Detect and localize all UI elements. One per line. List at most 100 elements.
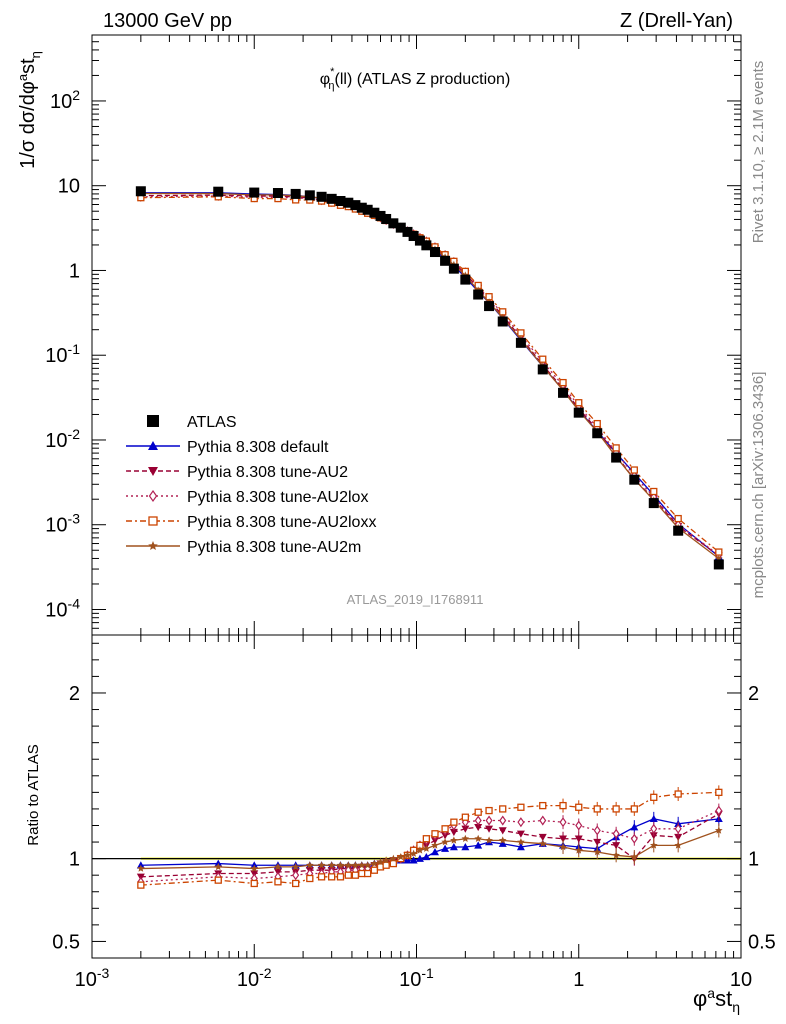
series-point-main [575, 399, 583, 407]
x-tick-label: 10-2 [237, 965, 272, 991]
atlas-data-point [316, 191, 327, 202]
atlas-data-point [473, 289, 484, 300]
series-point-ratio [593, 838, 602, 847]
atlas-data-point [629, 474, 640, 485]
legend-label: Pythia 8.308 tune-AU2lox [187, 489, 368, 506]
series-point-ratio [291, 862, 300, 871]
atlas-data-point [429, 247, 440, 258]
y-tick-label-main: 10-2 [45, 426, 80, 452]
series-point-ratio [630, 853, 639, 861]
legend-marker [147, 415, 159, 427]
atlas-data-point [592, 428, 603, 439]
series-point-ratio [474, 841, 483, 849]
series-point-ratio [370, 866, 379, 874]
series-point-ratio [498, 827, 507, 835]
series-point-ratio [474, 823, 483, 832]
analysis-label: ATLAS_2019_I1768911 [347, 592, 484, 607]
ratio-ylabel: Ratio to ATLAS [25, 744, 42, 845]
atlas-data-point [414, 235, 425, 246]
series-point-ratio [539, 839, 547, 847]
series-point-ratio [593, 848, 601, 856]
series-point-ratio [214, 876, 222, 884]
ratio-panel [92, 785, 742, 889]
series-point-ratio [650, 793, 658, 801]
series-point-ratio [274, 878, 282, 886]
series-point-ratio [409, 856, 418, 864]
series-point-ratio [674, 841, 682, 849]
series-point-ratio [517, 803, 525, 811]
series-point-main [559, 378, 567, 387]
series-point-ratio [441, 844, 450, 852]
series-point-ratio [650, 841, 658, 849]
series-point-ratio [389, 859, 398, 868]
legend-label: Pythia 8.308 tune-AU2 [187, 464, 348, 481]
series-point-ratio [575, 820, 583, 831]
series-line-ratio [140, 809, 720, 883]
series-point-ratio [485, 815, 493, 826]
atlas-data-point [343, 197, 354, 208]
mcplots-label: mcplots.cern.ch [arXiv:1306.3436] [750, 372, 767, 599]
series-point-ratio [441, 825, 449, 833]
ratio-tick-label-right: 0.5 [748, 931, 776, 953]
atlas-data-point [460, 274, 471, 285]
series-point-ratio [574, 835, 583, 843]
atlas-data-point [713, 559, 724, 570]
y-tick-label-main: 1 [69, 260, 80, 282]
series-point-ratio [516, 843, 525, 851]
legend: ATLAS Pythia 8.308 default Pythia 8.308 tu… [126, 414, 376, 556]
series-point-ratio [715, 805, 723, 816]
y-tick-label-main: 10-4 [45, 595, 80, 621]
series-point-ratio [450, 818, 458, 826]
legend-label: ATLAS [187, 414, 237, 431]
series-point-ratio [397, 853, 405, 861]
series-point-ratio [593, 825, 601, 836]
series-point-ratio [336, 861, 345, 869]
ratio-tick-label-right: 1 [748, 849, 759, 871]
atlas-data-point [369, 207, 380, 218]
series-point-ratio [559, 835, 568, 843]
atlas-data-point [335, 196, 346, 207]
atlas-data-point [350, 200, 361, 211]
series-point-main [715, 548, 723, 556]
series-point-ratio [612, 805, 620, 813]
series-point-ratio [485, 806, 493, 815]
atlas-data-point [381, 213, 392, 224]
atlas-data-point [648, 498, 659, 509]
series-point-ratio [351, 871, 360, 879]
series-point-ratio [499, 815, 507, 826]
series-point-ratio [559, 801, 567, 810]
series-point-ratio [461, 813, 469, 821]
series-line-main [140, 195, 720, 556]
atlas-data-point [375, 210, 386, 221]
series-point-ratio [382, 856, 390, 864]
series-point-ratio [317, 861, 326, 869]
atlas-data-point [440, 255, 451, 266]
atlas-data-point [573, 407, 584, 418]
header-right: Z (Drell-Yan) [620, 10, 733, 32]
series-point-ratio [612, 828, 620, 839]
y-tick-label-main: 10-1 [45, 341, 80, 367]
series-point-ratio [431, 841, 439, 849]
series-point-main [517, 329, 525, 337]
atlas-data-point [135, 186, 146, 197]
series-point-ratio [317, 873, 326, 881]
series-point-ratio [461, 834, 470, 842]
series-point-ratio [499, 805, 507, 813]
series-point-ratio [358, 861, 366, 869]
atlas-data-point [249, 187, 260, 198]
series-point-ratio [415, 854, 424, 862]
series-point-ratio [214, 862, 223, 871]
series-point-ratio [674, 790, 682, 798]
atlas-data-point [272, 188, 283, 199]
x-axis-label: φastη [693, 985, 740, 1015]
series-point-ratio [250, 864, 259, 872]
atlas-data-point [395, 222, 406, 233]
series-point-main [630, 466, 638, 474]
x-tick-label: 10 [730, 969, 752, 991]
ratio-tick-label-left: 1 [69, 849, 80, 871]
series-point-ratio [649, 814, 658, 823]
series-point-ratio [474, 834, 482, 842]
main-ylabel: 1/σ dσ/dφastη [15, 51, 43, 169]
series-point-ratio [539, 815, 547, 826]
series-point-ratio [292, 879, 300, 888]
